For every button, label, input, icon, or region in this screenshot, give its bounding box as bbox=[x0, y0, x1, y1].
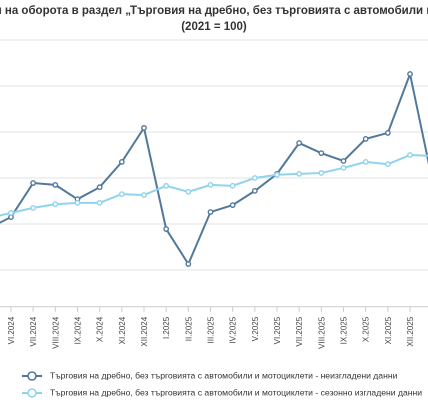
point bbox=[8, 210, 14, 216]
point bbox=[229, 182, 236, 189]
x-tick-label: III.2025 bbox=[207, 316, 216, 343]
x-tick-label: V.2025 bbox=[251, 316, 260, 341]
x-tick-label: VII.2025 bbox=[295, 316, 304, 346]
x-tick-label: I.2025 bbox=[162, 316, 171, 339]
point bbox=[340, 158, 347, 164]
point bbox=[296, 170, 303, 177]
point bbox=[318, 170, 325, 176]
point bbox=[96, 199, 103, 206]
point bbox=[30, 204, 37, 211]
point bbox=[229, 202, 236, 209]
point bbox=[141, 124, 147, 131]
x-tick-label: IX.2025 bbox=[340, 316, 349, 344]
x-tick-label: X.2025 bbox=[362, 316, 371, 342]
point bbox=[340, 164, 347, 171]
chart-subtitle: (2021 = 100) bbox=[181, 21, 247, 33]
x-tick-label: VIII.2025 bbox=[317, 316, 326, 349]
point bbox=[251, 187, 258, 194]
point bbox=[207, 209, 214, 215]
point bbox=[207, 181, 214, 188]
point bbox=[318, 150, 325, 157]
point bbox=[52, 201, 59, 208]
x-tick-label: VII.2024 bbox=[29, 316, 38, 346]
legend-label: Търговия на дребно, без търговията с авт… bbox=[50, 370, 398, 380]
point bbox=[362, 158, 369, 165]
point bbox=[52, 181, 59, 188]
x-tick-label: XII.2024 bbox=[140, 316, 149, 346]
point bbox=[185, 188, 192, 195]
x-tick-label: VIII.2024 bbox=[51, 316, 60, 349]
point bbox=[274, 171, 280, 178]
x-tick-label: XI.2025 bbox=[384, 316, 393, 344]
point bbox=[384, 161, 391, 168]
point bbox=[384, 130, 391, 136]
series-line bbox=[0, 70, 428, 267]
point bbox=[251, 175, 258, 181]
chart-title: и на оборота в раздел „Търговия на дребн… bbox=[0, 5, 428, 17]
x-tick-label: IV.2025 bbox=[229, 316, 238, 343]
series-line bbox=[0, 153, 428, 217]
point bbox=[185, 261, 192, 267]
point bbox=[407, 71, 413, 77]
point bbox=[296, 140, 303, 146]
x-tick-label: X.2024 bbox=[96, 316, 105, 342]
x-tick-label: XII.2025 bbox=[406, 316, 415, 346]
point bbox=[141, 192, 147, 198]
x-tick-label: II.2025 bbox=[184, 316, 193, 341]
x-tick-label: VI.2024 bbox=[7, 316, 16, 344]
point bbox=[96, 184, 103, 191]
point bbox=[163, 226, 170, 232]
point bbox=[30, 180, 37, 186]
x-tick-label: VI.2025 bbox=[273, 316, 282, 344]
point bbox=[74, 199, 81, 206]
point bbox=[163, 182, 170, 189]
legend-marker bbox=[27, 388, 37, 398]
point bbox=[407, 152, 413, 158]
x-tick-label: IX.2024 bbox=[73, 316, 82, 344]
legend-label: Търговия на дребно, без търговията с авт… bbox=[50, 387, 422, 397]
legend-marker bbox=[27, 371, 37, 381]
point bbox=[118, 158, 125, 165]
point bbox=[362, 135, 369, 142]
point bbox=[118, 191, 125, 198]
x-tick-label: XI.2024 bbox=[118, 316, 127, 344]
